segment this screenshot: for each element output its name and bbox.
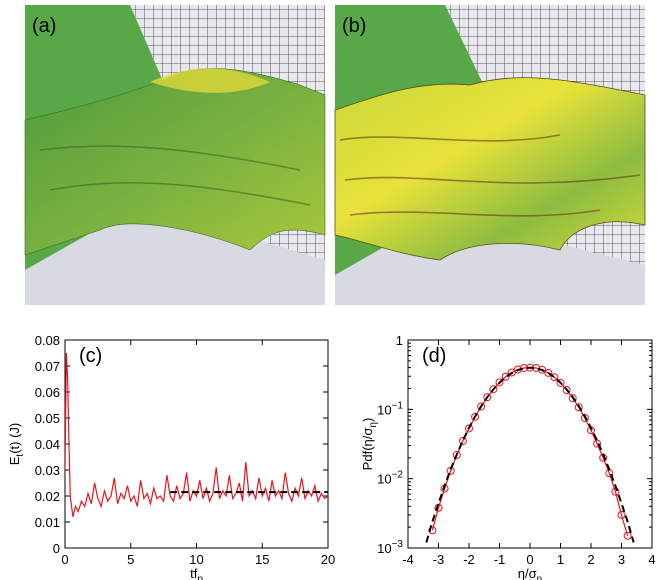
marker [574,403,583,412]
marker [495,378,504,387]
x-tick-label: 4 [648,552,655,567]
y-tick-label: 0.03 [35,463,60,478]
x-tick-label: 5 [127,552,134,567]
panel-label: (b) [342,15,366,37]
marker [501,372,510,381]
x-tick-label: 3 [618,552,625,567]
y-tick-label: 0.05 [35,411,60,426]
x-tick-label: -2 [463,552,475,567]
y-tick-label: 0 [53,541,60,556]
x-axis-label-part: p [197,574,203,580]
y-axis-label: Et(t) (J) [7,423,26,466]
x-axis-label: η/ση [518,566,542,580]
marker [452,450,461,459]
marker [471,412,480,421]
y-tick-label: 10−3 [377,539,403,556]
panel-label: (d) [422,345,446,367]
data-line [431,366,629,536]
marker [562,386,571,395]
x-tick-label: 20 [321,552,335,567]
marker [623,531,632,540]
dashed-line [425,366,635,543]
y-axis-label-part: η [368,422,379,428]
chart: 0 5 10 15 20 0 0.01 0.02 0.03 0.04 0.05 0.06 0.07 0.0… [7,333,335,580]
marker [477,402,486,411]
y-tick-label: 10−2 [377,470,403,487]
y-tick-label: 1 [396,333,403,348]
marker [465,424,473,433]
image-a: (a) [24,5,326,305]
marker [550,373,559,382]
panel-label: (a) [32,15,56,37]
y-tick-label: 0.08 [35,333,60,348]
y-tick-label: 0.07 [35,359,60,374]
x-tick-label: -1 [494,552,506,567]
marker [617,510,626,519]
marker [489,385,498,394]
data-line [65,352,328,517]
image-b: (b) [334,5,646,305]
y-axis-label: Pdf(η/ση) [360,418,379,471]
x-axis-label-part: η/σ [518,566,537,580]
chart: -4 -3 -2 -1 0 1 2 3 410−310−210−11η/σηPdf(η/ση)(… [360,333,656,580]
y-tick-label: 0.06 [35,385,60,400]
x-tick-label: -4 [402,552,414,567]
y-tick-label: 0.04 [35,437,60,452]
y-axis-label-part: E [7,456,22,465]
x-axis-label: tfp [190,566,203,580]
y-axis-label-part: ) [360,418,375,422]
y-tick-label: 0.01 [35,515,60,530]
marker [568,394,577,403]
marker [544,368,553,377]
x-tick-label: -3 [433,552,445,567]
marker [593,439,602,448]
x-axis-label-part: η [537,574,543,580]
y-tick-label: 10−1 [377,400,403,417]
marker [434,503,443,512]
x-tick-label: 1 [557,552,564,567]
y-axis-label-part: Pdf(η/σ [360,428,375,471]
x-tick-label: 10 [189,552,203,567]
x-tick-label: 15 [255,552,269,567]
x-tick-label: 0 [526,552,533,567]
x-axis-label-part: tf [190,566,198,580]
y-tick-label: 0.02 [35,489,60,504]
marker [556,378,565,387]
y-axis-label-part: t [15,454,26,457]
marker [483,393,492,402]
x-tick-label: 0 [61,552,68,567]
marker [458,436,467,445]
plot-frame [64,339,329,549]
x-tick-label: 2 [587,552,594,567]
panel-label: (c) [79,345,102,367]
y-axis-label-part: (t) (J) [7,423,22,454]
